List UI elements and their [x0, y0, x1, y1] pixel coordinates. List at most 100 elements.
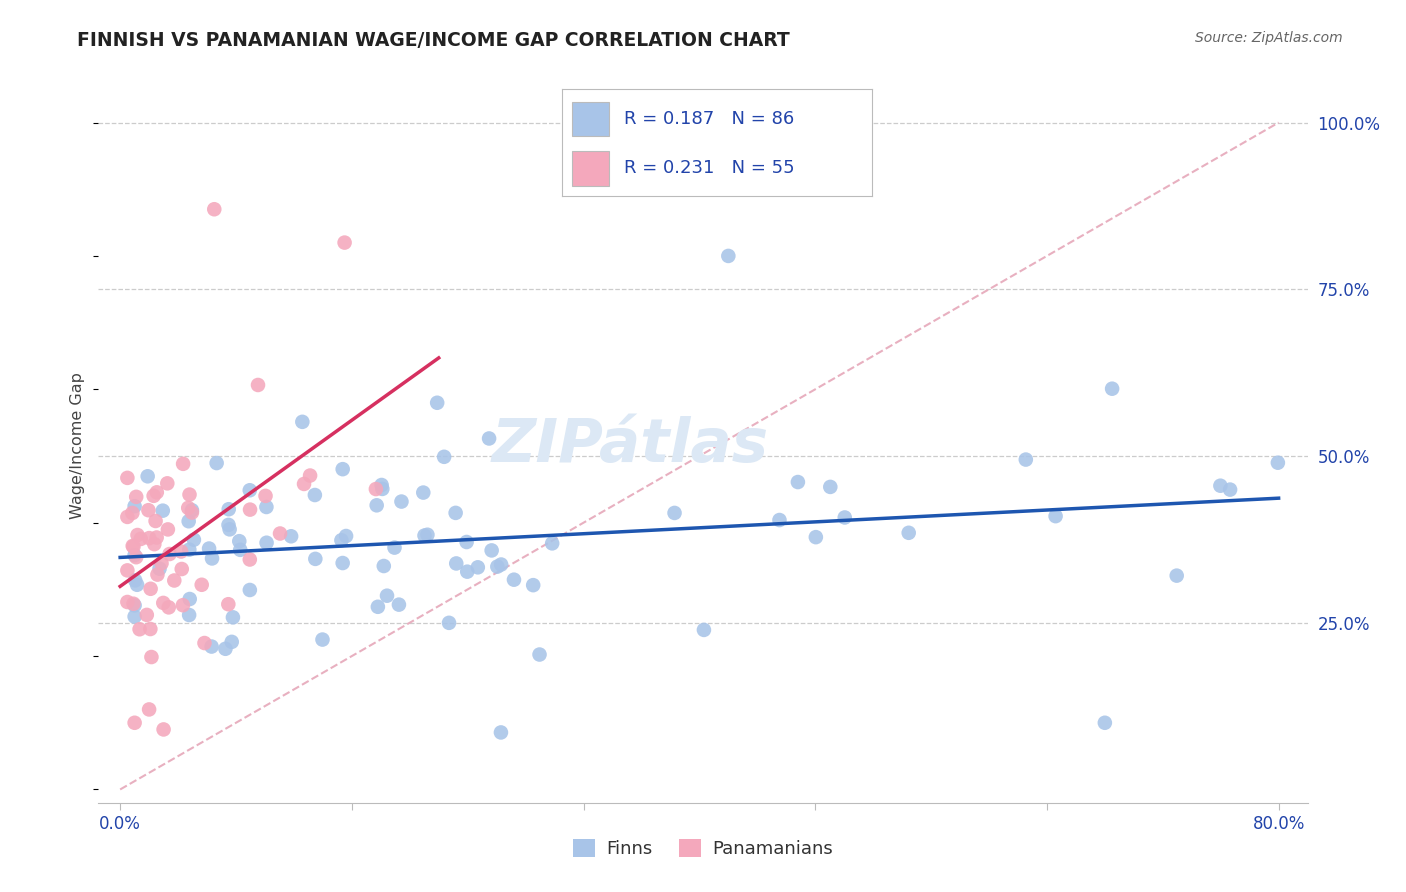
- Point: [124, 715, 146, 730]
- Point: [117, 563, 139, 577]
- Text: R = 0.231   N = 55: R = 0.231 N = 55: [624, 160, 794, 178]
- Point: [1101, 382, 1123, 396]
- Point: [367, 599, 389, 614]
- Point: [299, 468, 322, 483]
- Point: [291, 415, 314, 429]
- Point: [391, 494, 413, 508]
- Point: [172, 457, 194, 471]
- Point: [221, 635, 243, 649]
- Point: [820, 480, 842, 494]
- Point: [142, 489, 165, 503]
- Point: [125, 578, 148, 592]
- Point: [156, 523, 179, 537]
- Point: [456, 535, 478, 549]
- Point: [330, 533, 353, 548]
- Point: [181, 503, 204, 517]
- Point: [433, 450, 456, 464]
- Point: [200, 640, 222, 654]
- Point: [1094, 715, 1116, 730]
- Point: [179, 592, 201, 607]
- Point: [146, 567, 169, 582]
- Point: [292, 477, 315, 491]
- Point: [311, 632, 333, 647]
- Point: [333, 235, 356, 250]
- Point: [135, 607, 157, 622]
- Point: [122, 597, 145, 611]
- Point: [1209, 479, 1232, 493]
- Point: [139, 622, 162, 636]
- Point: [304, 488, 326, 502]
- Point: [205, 456, 228, 470]
- Point: [127, 528, 149, 542]
- Point: [170, 544, 193, 558]
- Legend: Finns, Panamanians: Finns, Panamanians: [567, 831, 839, 865]
- Point: [121, 539, 143, 553]
- Point: [456, 565, 478, 579]
- Point: [254, 489, 277, 503]
- Point: [121, 506, 143, 520]
- Point: [529, 648, 551, 662]
- Point: [177, 500, 200, 515]
- Point: [478, 432, 501, 446]
- Point: [384, 541, 406, 555]
- Point: [222, 610, 245, 624]
- Point: [1045, 509, 1067, 524]
- Point: [138, 503, 160, 517]
- Point: [145, 531, 167, 545]
- Point: [152, 503, 174, 517]
- Point: [218, 517, 240, 532]
- Point: [170, 562, 193, 576]
- Point: [156, 476, 179, 491]
- Text: FINNISH VS PANAMANIAN WAGE/INCOME GAP CORRELATION CHART: FINNISH VS PANAMANIAN WAGE/INCOME GAP CO…: [77, 31, 790, 50]
- Point: [444, 506, 467, 520]
- Point: [190, 578, 212, 592]
- Point: [373, 559, 395, 574]
- Text: Source: ZipAtlas.com: Source: ZipAtlas.com: [1195, 31, 1343, 45]
- Point: [218, 502, 240, 516]
- Point: [437, 615, 460, 630]
- Point: [416, 527, 439, 541]
- Point: [117, 509, 139, 524]
- FancyBboxPatch shape: [572, 152, 609, 186]
- Point: [897, 525, 920, 540]
- Point: [124, 574, 146, 588]
- Point: [332, 462, 354, 476]
- Point: [486, 559, 509, 574]
- Point: [834, 510, 856, 524]
- Point: [247, 378, 270, 392]
- Point: [152, 596, 174, 610]
- Point: [124, 599, 146, 613]
- Point: [177, 514, 200, 528]
- Point: [150, 557, 173, 571]
- Point: [254, 500, 277, 514]
- Text: ZIPátlas: ZIPátlas: [492, 417, 769, 475]
- Point: [489, 558, 512, 572]
- Point: [280, 529, 302, 543]
- Point: [218, 522, 240, 536]
- Point: [1166, 568, 1188, 582]
- Point: [157, 600, 180, 615]
- Point: [128, 622, 150, 636]
- Point: [1219, 483, 1241, 497]
- Y-axis label: Wage/Income Gap: Wage/Income Gap: [70, 373, 86, 519]
- Point: [412, 485, 434, 500]
- Point: [541, 536, 564, 550]
- Point: [489, 725, 512, 739]
- Point: [179, 542, 201, 557]
- Point: [117, 471, 139, 485]
- Point: [269, 526, 291, 541]
- Point: [138, 531, 160, 545]
- Point: [214, 641, 236, 656]
- Point: [152, 723, 174, 737]
- Point: [172, 598, 194, 612]
- Point: [332, 556, 354, 570]
- Point: [163, 574, 186, 588]
- Point: [388, 598, 411, 612]
- Point: [146, 485, 169, 500]
- Point: [125, 550, 148, 565]
- Point: [179, 607, 201, 622]
- Point: [122, 540, 145, 554]
- Point: [371, 482, 394, 496]
- Point: [364, 482, 387, 496]
- Point: [124, 499, 146, 513]
